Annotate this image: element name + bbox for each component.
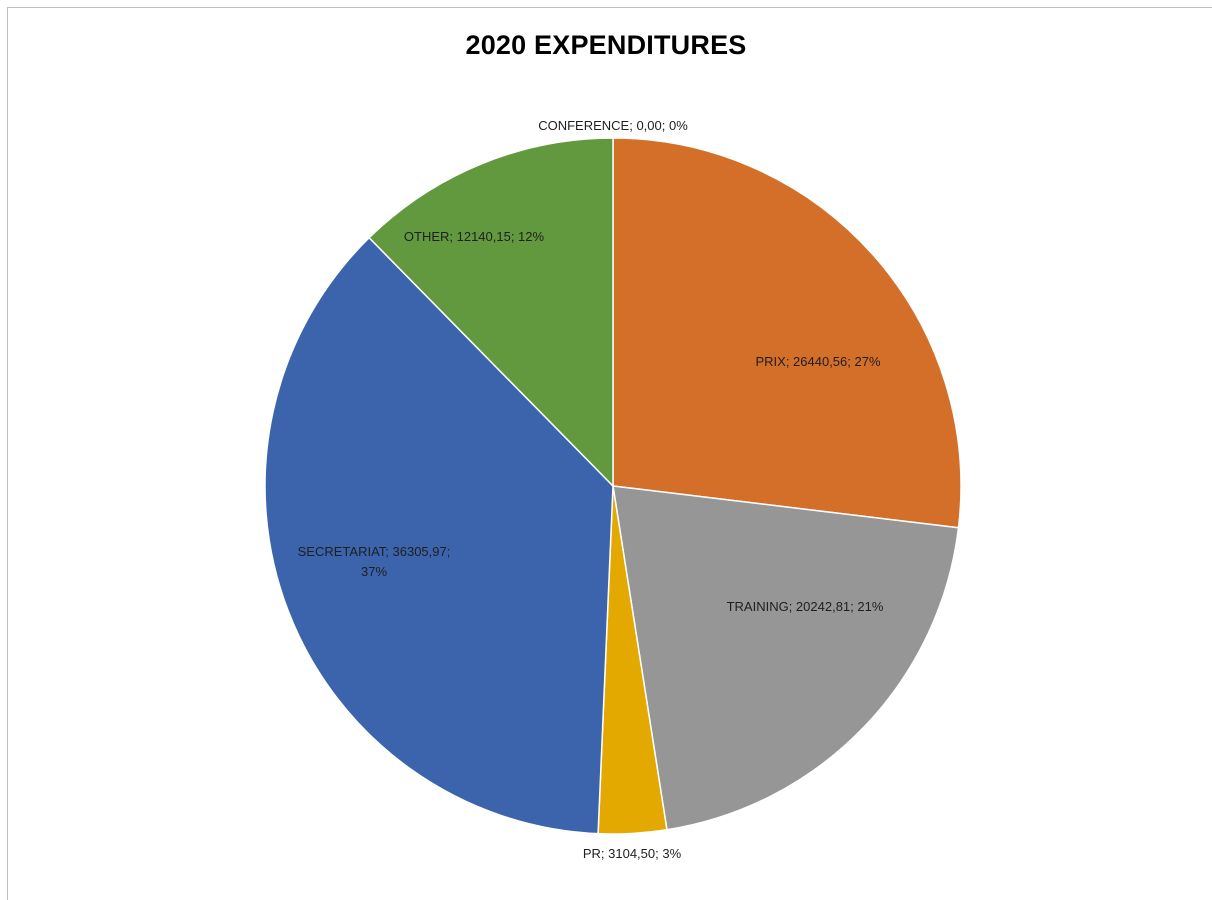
pie-slices [264, 137, 962, 835]
data-label-conference: CONFERENCE; 0,00; 0% [538, 118, 688, 133]
chart-title: 2020 EXPENDITURES [465, 30, 747, 60]
pie-slice-training [612, 485, 960, 831]
pie-slice-secretariat [264, 236, 614, 835]
pie-slice-prix [612, 137, 962, 529]
data-label-prix: PRIX; 26440,56; 27% [755, 354, 880, 369]
data-label-other: OTHER; 12140,15; 12% [404, 229, 545, 244]
data-label-pr: PR; 3104,50; 3% [583, 846, 682, 861]
pie-slice-other [368, 137, 614, 487]
data-labels: CONFERENCE; 0,00; 0% PRIX; 26440,56; 27% T… [298, 118, 884, 861]
data-label-training: TRAINING; 20242,81; 21% [727, 599, 884, 614]
data-label-secretariat: SECRETARIAT; 36305,97; 37% [298, 544, 451, 579]
